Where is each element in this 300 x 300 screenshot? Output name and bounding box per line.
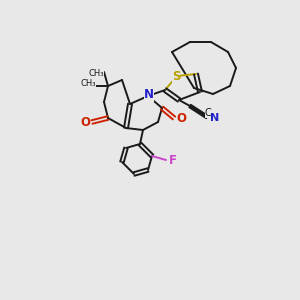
Text: S: S: [172, 70, 180, 83]
Text: CH₃: CH₃: [80, 80, 96, 88]
Text: O: O: [80, 116, 90, 128]
Text: O: O: [176, 112, 186, 124]
Text: N: N: [210, 113, 220, 123]
Text: C: C: [205, 108, 212, 118]
Text: CH₃: CH₃: [88, 70, 104, 79]
Text: F: F: [169, 154, 177, 166]
Text: N: N: [144, 88, 154, 101]
